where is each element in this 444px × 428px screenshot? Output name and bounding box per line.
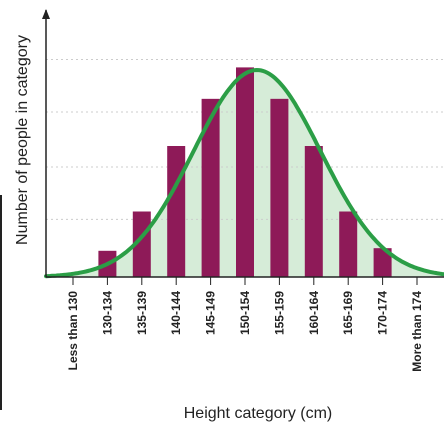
x-ticks	[72, 277, 418, 285]
x-tick-label-4: 145-149	[204, 291, 218, 335]
left-edge-rule	[0, 195, 2, 410]
bar-5	[236, 67, 254, 278]
x-tick-label-3: 140-144	[169, 291, 183, 335]
x-tick-label-1: 130-134	[100, 291, 114, 335]
bar-8	[339, 211, 358, 277]
x-tick-label-9: 170-174	[376, 291, 390, 335]
x-tick-label-2: 135-139	[135, 291, 149, 335]
x-tick-label-8: 165-169	[341, 291, 355, 335]
x-tick-labels: Less than 130 130-134 135-139 140-144 145-14…	[66, 291, 424, 372]
x-tick-label-0: Less than 130	[66, 291, 80, 371]
bar-4	[201, 98, 220, 277]
bar-2	[132, 211, 151, 277]
x-tick-label-7: 160-164	[307, 291, 321, 335]
bar-9	[373, 248, 392, 277]
bar-6	[270, 98, 289, 277]
normal-curve	[44, 67, 444, 279]
x-tick-label-5: 150-154	[238, 291, 252, 335]
y-axis-arrow	[42, 9, 50, 19]
y-axis-title: Number of people in category	[14, 35, 31, 245]
x-axis-title: Height category (cm)	[184, 405, 333, 422]
bar-3	[167, 146, 186, 277]
gridlines	[46, 59, 444, 220]
x-tick-label-10: More than 174	[410, 291, 424, 372]
bar-7	[304, 146, 323, 277]
x-tick-label-6: 155-159	[272, 291, 286, 335]
curve-line	[44, 67, 444, 279]
